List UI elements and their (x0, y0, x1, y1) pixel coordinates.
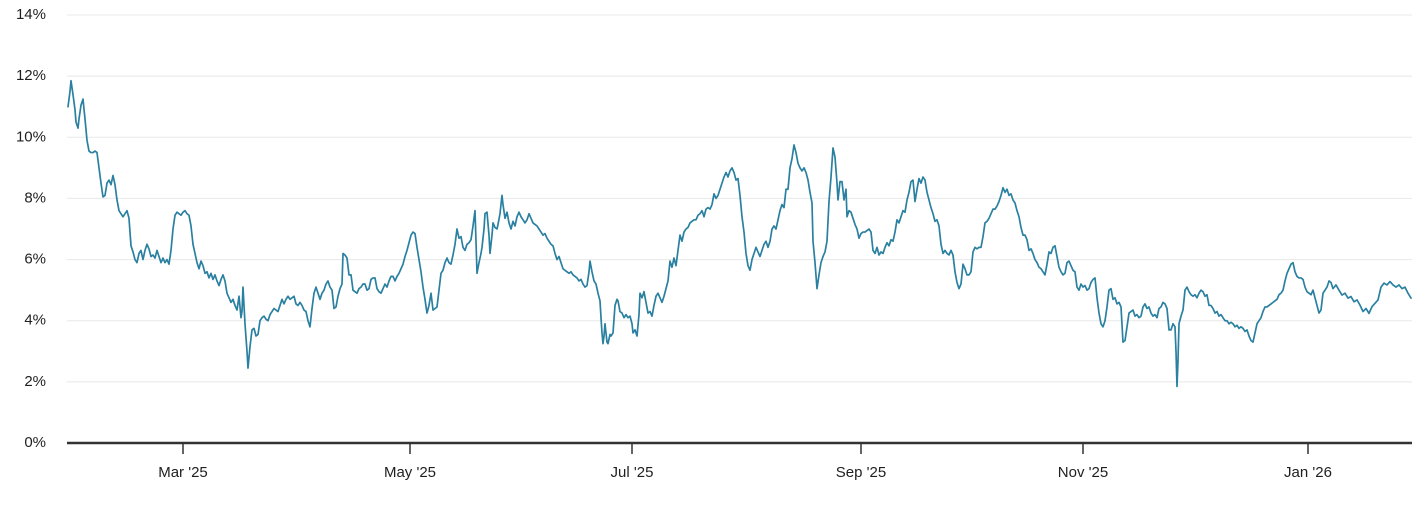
x-tick-label: May '25 (384, 464, 436, 481)
x-tick-label: Jan '26 (1284, 464, 1332, 481)
y-tick-label: 14% (16, 6, 46, 23)
y-tick-label: 12% (16, 67, 46, 84)
x-tick-label: Mar '25 (158, 464, 208, 481)
y-tick-label: 6% (24, 251, 46, 268)
x-tick-label: Jul '25 (611, 464, 654, 481)
x-tick-label: Nov '25 (1058, 464, 1108, 481)
y-tick-label: 8% (24, 189, 46, 206)
y-tick-label: 10% (16, 128, 46, 145)
y-tick-label: 4% (24, 312, 46, 329)
y-tick-label: 2% (24, 373, 46, 390)
y-tick-label: 0% (24, 434, 46, 451)
series-line (67, 79, 1412, 388)
x-tick-label: Sep '25 (836, 464, 886, 481)
